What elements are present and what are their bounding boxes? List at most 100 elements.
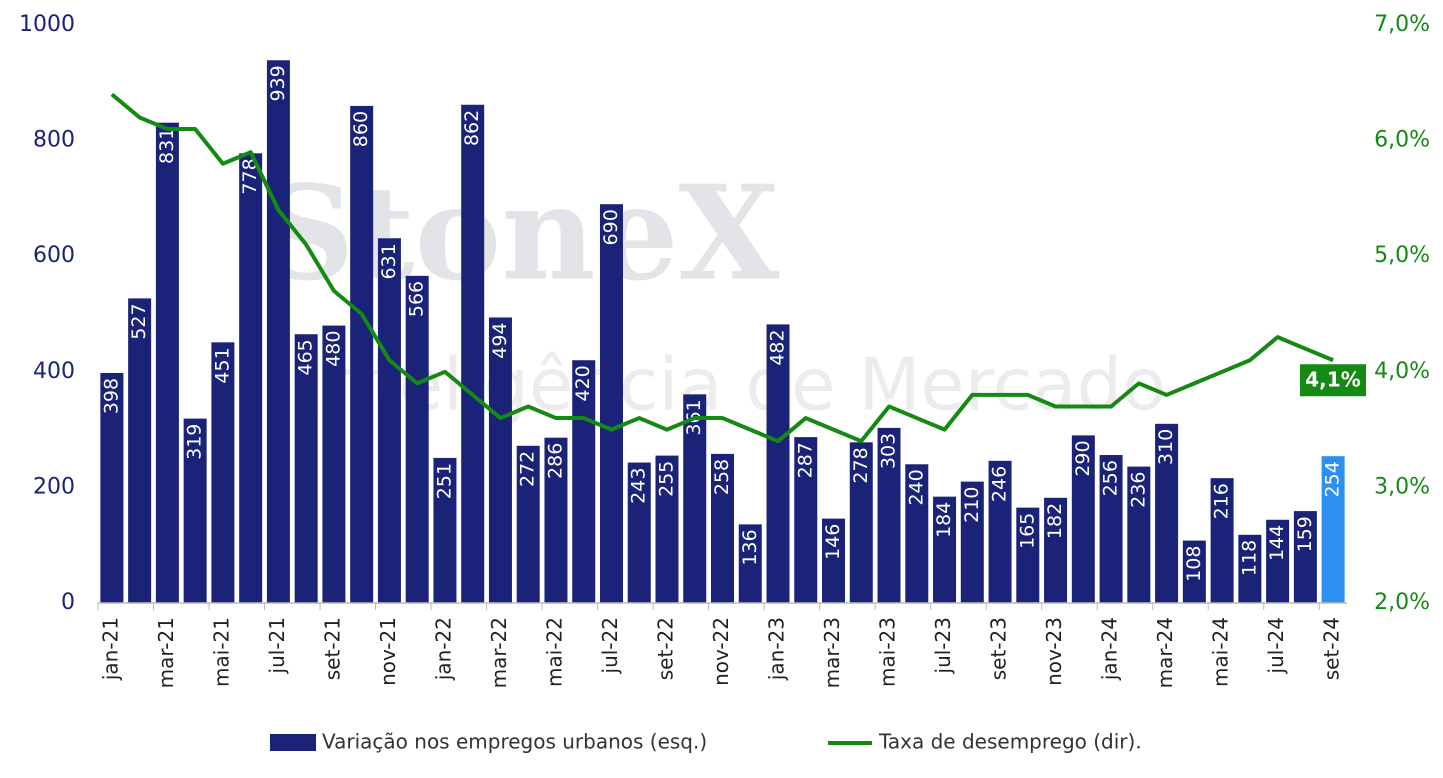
y2-tick-label: 5,0% [1374,243,1430,268]
bar-value-label: 159 [1294,516,1316,552]
y-tick-label: 200 [33,474,75,499]
bar [711,453,734,603]
x-tick-label: set-22 [653,617,677,680]
bar [960,481,984,603]
x-tick-label: mar-21 [154,617,178,688]
bar-value-label: 939 [267,65,289,101]
bar-value-label: 480 [322,331,344,367]
legend-swatch [270,734,316,751]
bar-value-label: 256 [1100,460,1122,496]
bar [849,442,873,603]
bar-value-label: 216 [1211,483,1233,519]
bar [877,427,901,603]
x-tick-label: set-24 [1320,617,1344,680]
x-tick-label: jul-23 [931,617,955,674]
x-tick-label: jan-24 [1098,617,1122,681]
y-tick-label: 1000 [19,12,75,37]
bar-value-label: 118 [1238,540,1260,576]
bar [322,325,346,603]
bar-value-label: 310 [1155,429,1177,465]
bar [155,122,179,603]
x-tick-label: set-23 [987,617,1011,680]
bar-value-label: 862 [461,110,483,146]
x-tick-label: nov-21 [376,617,400,686]
bar-value-label: 465 [295,339,317,375]
x-tick-label: jan-21 [98,617,122,681]
bar [1293,511,1317,603]
bar-value-label: 246 [989,466,1011,502]
bar-value-label: 398 [100,378,122,414]
bar [488,317,512,603]
bar-value-label: 210 [961,487,983,523]
bar [988,460,1012,603]
x-tick-label: mai-22 [542,617,566,687]
bar-value-label: 494 [489,322,511,358]
bar-value-label: 236 [1127,472,1149,508]
bar-value-label: 278 [850,447,872,483]
bar-value-label: 144 [1266,525,1288,561]
y2-tick-label: 2,0% [1374,590,1430,615]
legend-label: Taxa de desemprego (dir). [878,730,1142,754]
annotation-box [1300,364,1366,397]
x-tick-label: nov-22 [709,617,733,686]
bar [516,445,540,603]
bar-value-label: 258 [711,459,733,495]
bar [211,342,235,603]
x-tick-label: mai-23 [876,617,900,687]
bar-value-label: 136 [739,529,761,565]
bar-value-label: 482 [767,329,789,365]
bar-value-label: 108 [1183,546,1205,582]
bar [905,464,929,603]
bar [433,457,457,603]
bar-value-label: 243 [628,468,650,504]
bar-value-label: 146 [822,524,844,560]
bar-value-label: 778 [239,158,261,194]
watermark: StoneX [261,157,780,310]
bar [933,496,957,603]
bar-value-label: 290 [1072,440,1094,476]
bar-value-label: 566 [406,281,428,317]
watermark: Inteligência de Mercado [304,343,1166,427]
x-tick-label: set-21 [320,617,344,680]
bar [599,204,623,603]
x-tick-label: jul-22 [598,617,622,674]
bar [183,418,207,603]
y-tick-label: 800 [33,128,75,153]
bar-value-label: 527 [128,303,150,339]
bar-value-label: 184 [933,502,955,538]
bar [239,153,263,604]
annotation: 4,1% [1305,368,1360,392]
bar [1044,497,1068,603]
y2-tick-label: 3,0% [1374,474,1430,499]
x-tick-label: mai-21 [209,617,233,687]
bar-value-label: 272 [517,451,539,487]
bar [1099,455,1123,603]
bar-value-label: 240 [905,469,927,505]
x-tick-label: jan-22 [431,617,455,681]
bar [1071,435,1095,603]
x-tick-label: mai-24 [1209,617,1233,687]
bar [405,275,429,603]
bar [1182,540,1206,603]
x-tick-label: mar-23 [820,617,844,688]
bar [377,238,401,604]
bar [1016,507,1040,603]
legend-label: Variação nos empregos urbanos (esq.) [322,730,707,754]
bar-value-label: 303 [878,433,900,469]
y2-tick-label: 4,0% [1374,359,1430,384]
bar-value-label: 420 [572,365,594,401]
bar-value-label: 451 [211,347,233,383]
x-tick-label: jul-21 [265,617,289,674]
bar-value-label: 831 [156,128,178,164]
bar [1127,466,1151,603]
bar-value-label: 255 [655,461,677,497]
bar [1210,478,1234,603]
bar [294,334,318,603]
y-tick-label: 0 [61,590,75,615]
bar [794,437,818,603]
bar [822,518,846,603]
y-tick-label: 600 [33,243,75,268]
bar [1238,534,1262,603]
y-tick-label: 400 [33,359,75,384]
